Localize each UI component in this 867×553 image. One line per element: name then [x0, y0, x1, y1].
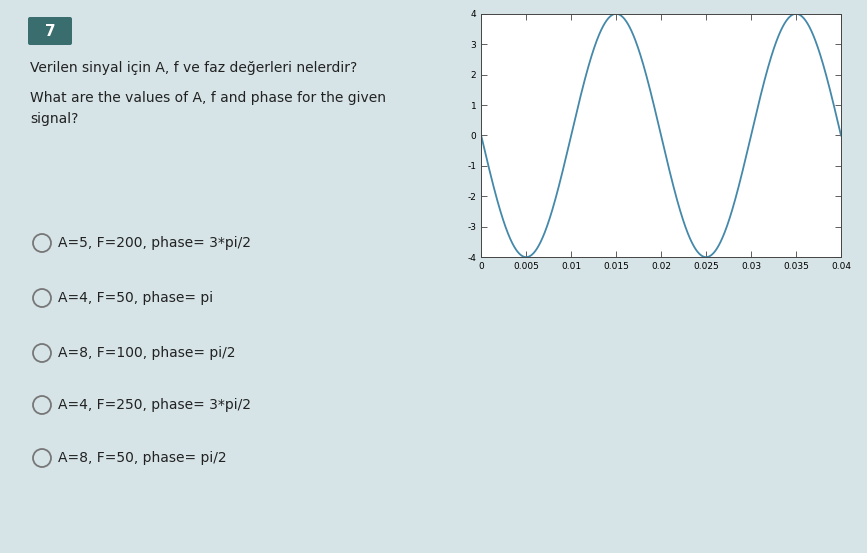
FancyBboxPatch shape	[28, 17, 72, 45]
Text: A=4, F=250, phase= 3*pi/2: A=4, F=250, phase= 3*pi/2	[58, 398, 251, 412]
Text: A=8, F=50, phase= pi/2: A=8, F=50, phase= pi/2	[58, 451, 226, 465]
Text: A=4, F=50, phase= pi: A=4, F=50, phase= pi	[58, 291, 213, 305]
Text: A=8, F=100, phase= pi/2: A=8, F=100, phase= pi/2	[58, 346, 236, 360]
Text: A=5, F=200, phase= 3*pi/2: A=5, F=200, phase= 3*pi/2	[58, 236, 251, 250]
Text: 7: 7	[45, 23, 55, 39]
Text: What are the values of A, f and phase for the given
signal?: What are the values of A, f and phase fo…	[30, 91, 386, 126]
Text: Verilen sinyal için A, f ve faz değerleri nelerdir?: Verilen sinyal için A, f ve faz değerler…	[30, 61, 357, 75]
